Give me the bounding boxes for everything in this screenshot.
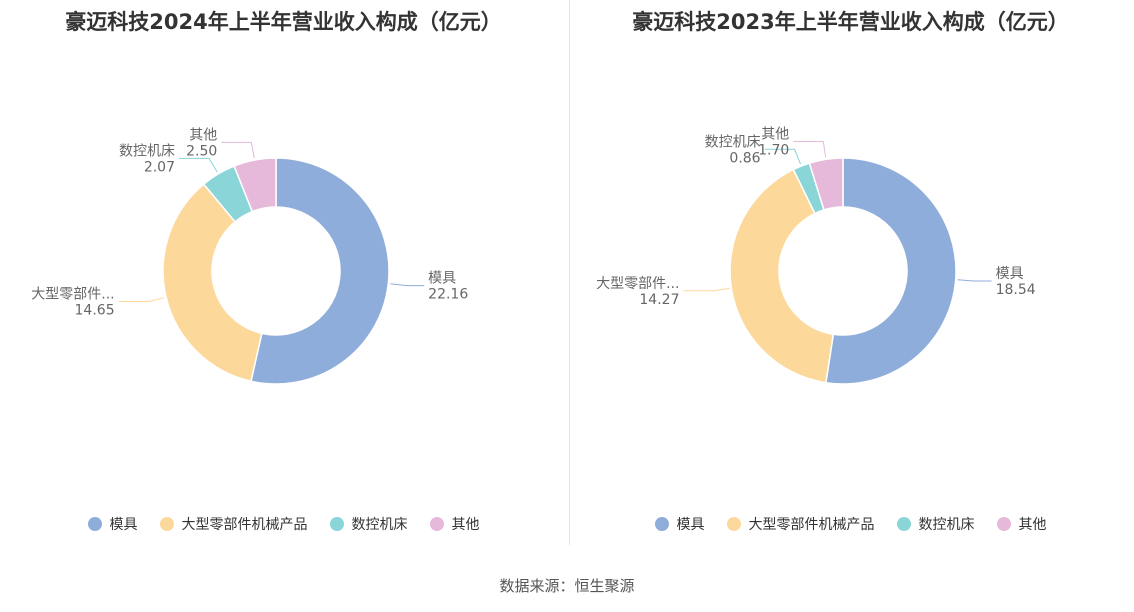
legend-marker-icon [654,517,669,531]
legend-item[interactable]: 数控机床 [896,514,975,534]
slice-value-label: 1.70 [758,142,789,158]
data-source: 数据来源：恒生聚源 [499,577,635,595]
legend-item[interactable]: 大型零部件机械产品 [726,514,875,534]
chart-panel-2023: 豪迈科技2023年上半年营业收入构成（亿元） 模具 18.54 大型零部件... 14… [567,0,1134,550]
legend-marker-icon [429,517,444,531]
slice-label: 模具 [428,271,456,287]
panel-divider [569,0,570,545]
slice-value-label: 22.16 [428,287,468,303]
leader-line [221,141,255,159]
slice-value-label: 0.86 [729,150,760,166]
legend-label: 模具 [676,517,705,533]
legend-label: 大型零部件机械产品 [181,517,308,533]
legend-label: 模具 [109,517,138,533]
slice-value-label: 18.54 [996,282,1036,298]
slice-large-parts [162,183,263,383]
slice-value-label: 2.07 [144,159,175,175]
legend-label: 大型零部件机械产品 [748,517,875,533]
legend-label: 数控机床 [918,517,975,533]
chart-title: 豪迈科技2024年上半年营业收入构成（亿元） [65,10,502,34]
chart-title: 豪迈科技2023年上半年营业收入构成（亿元） [632,10,1069,34]
legend-item[interactable]: 模具 [654,514,705,534]
legend-label: 其他 [451,517,480,533]
slice-label: 数控机床 [119,143,175,159]
leader-line [390,283,425,287]
slice-other [233,157,277,213]
slice-other [808,157,844,211]
legend-label: 数控机床 [351,517,408,533]
slice-label: 其他 [189,127,217,143]
legend-marker-icon [159,517,174,531]
legend: 模具 大型零部件机械产品 数控机床 其他 [0,514,567,534]
leader-line [179,157,218,173]
slice-value-label: 14.27 [639,292,679,308]
slice-label: 模具 [996,266,1024,282]
legend-item[interactable]: 其他 [429,514,480,534]
leader-line [957,279,992,282]
legend-marker-icon [87,517,102,531]
leader-line [118,297,165,303]
legend-label: 其他 [1018,517,1047,533]
slice-label: 数控机床 [705,134,761,150]
slice-label: 大型零部件... [31,287,114,303]
legend: 模具 大型零部件机械产品 数控机床 其他 [567,514,1134,534]
legend-marker-icon [329,517,344,531]
slice-moju [250,157,390,385]
legend-marker-icon [996,517,1011,531]
slice-moju [825,157,957,385]
legend-marker-icon [726,517,741,531]
leader-line [683,287,730,292]
legend-item[interactable]: 数控机床 [329,514,408,534]
slice-label: 大型零部件... [596,276,679,292]
legend-item[interactable]: 大型零部件机械产品 [159,514,308,534]
legend-marker-icon [896,517,911,531]
slice-large-parts [729,168,835,384]
slice-label: 其他 [761,126,789,142]
slice-value-label: 2.50 [186,143,217,159]
slice-value-label: 14.65 [75,303,115,319]
leader-line [764,148,801,165]
chart-panel-2024: 豪迈科技2024年上半年营业收入构成（亿元） 模具 22.16 大型零部件... 14… [0,0,567,550]
leader-line [793,140,827,158]
legend-item[interactable]: 其他 [996,514,1047,534]
legend-item[interactable]: 模具 [87,514,138,534]
